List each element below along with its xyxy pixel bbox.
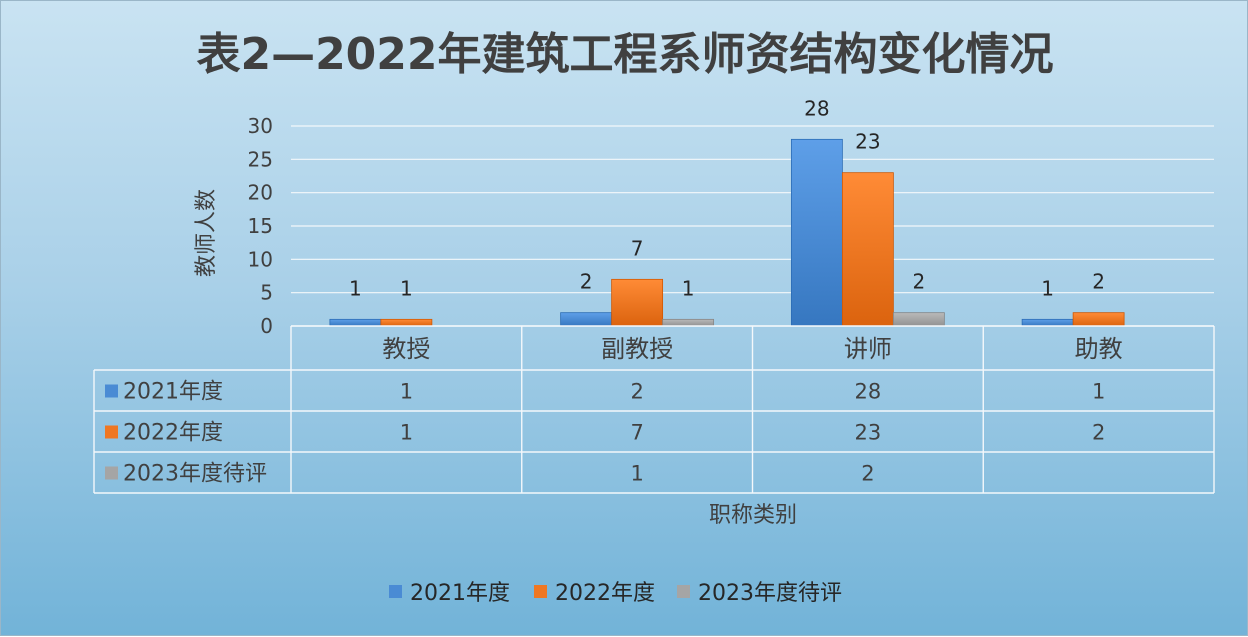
bar (611, 278, 664, 327)
legend: 2021年度 2022年度 2023年度待评 (389, 581, 842, 606)
table-cell: 1 (400, 380, 413, 404)
legend-entry: 2022年度 (555, 581, 655, 606)
data-label: 2 (913, 270, 926, 294)
table-cell: 1 (1092, 380, 1105, 404)
table-series-swatch (105, 425, 118, 439)
table-cell: 28 (855, 380, 882, 404)
table-cell: 2 (861, 462, 874, 486)
table-cell: 7 (630, 421, 643, 445)
legend-swatch (389, 585, 402, 598)
gridlines (291, 125, 1214, 327)
bars (329, 138, 1125, 327)
table-cell: 2 (630, 380, 643, 404)
legend-swatch (534, 585, 547, 598)
table-series-name: 2021年度 (123, 380, 223, 405)
y-tick-label: 30 (248, 114, 273, 138)
y-axis-ticks: 0 5 10 15 20 25 30 (248, 114, 273, 338)
x-tick-label: 副教授 (601, 335, 673, 363)
data-label: 1 (349, 276, 362, 300)
data-label: 7 (631, 236, 644, 260)
x-tick-label: 讲师 (844, 335, 892, 363)
data-label: 1 (400, 276, 413, 300)
y-tick-label: 0 (260, 314, 273, 338)
data-label: 28 (804, 96, 829, 120)
data-table: 教授 副教授 讲师 助教 2021年度 1 2 28 1 2022年度 1 7 23 2 2023年度待评 1… (93, 325, 1215, 494)
table-cell: 2 (1092, 421, 1105, 445)
data-label: 2 (580, 270, 593, 294)
x-tick-label: 教授 (382, 335, 430, 363)
chart-title: 表2—2022年建筑工程系师资结构变化情况 (196, 29, 1053, 80)
data-label: 1 (1041, 276, 1054, 300)
legend-entry: 2021年度 (410, 581, 510, 606)
bar (892, 312, 945, 327)
y-tick-label: 10 (248, 247, 273, 271)
table-cell: 1 (400, 421, 413, 445)
legend-entry: 2023年度待评 (698, 581, 842, 606)
bar (1072, 312, 1125, 327)
y-tick-label: 5 (260, 281, 273, 305)
bar (329, 318, 382, 327)
y-tick-label: 15 (248, 214, 273, 238)
data-label: 1 (682, 276, 695, 300)
x-tick-label: 助教 (1075, 335, 1123, 363)
table-cell: 1 (630, 462, 643, 486)
x-axis-title: 职称类别 (709, 503, 797, 528)
bar (662, 318, 715, 327)
table-cell: 23 (855, 421, 882, 445)
data-labels: 1 1 2 7 1 28 23 2 1 2 (349, 96, 1105, 300)
data-label: 23 (855, 130, 880, 154)
bar (560, 312, 613, 327)
y-tick-label: 25 (248, 147, 273, 171)
bar (841, 172, 894, 327)
table-series-swatch (105, 466, 118, 480)
legend-swatch (677, 585, 690, 598)
y-tick-label: 20 (248, 181, 273, 205)
y-axis-title: 教师人数 (194, 189, 219, 277)
table-series-swatch (105, 384, 118, 398)
data-label: 2 (1092, 270, 1105, 294)
table-series-name: 2022年度 (123, 421, 223, 446)
bar (1021, 318, 1074, 327)
bar (790, 138, 843, 327)
bar (380, 318, 433, 327)
table-series-name: 2023年度待评 (123, 462, 267, 487)
